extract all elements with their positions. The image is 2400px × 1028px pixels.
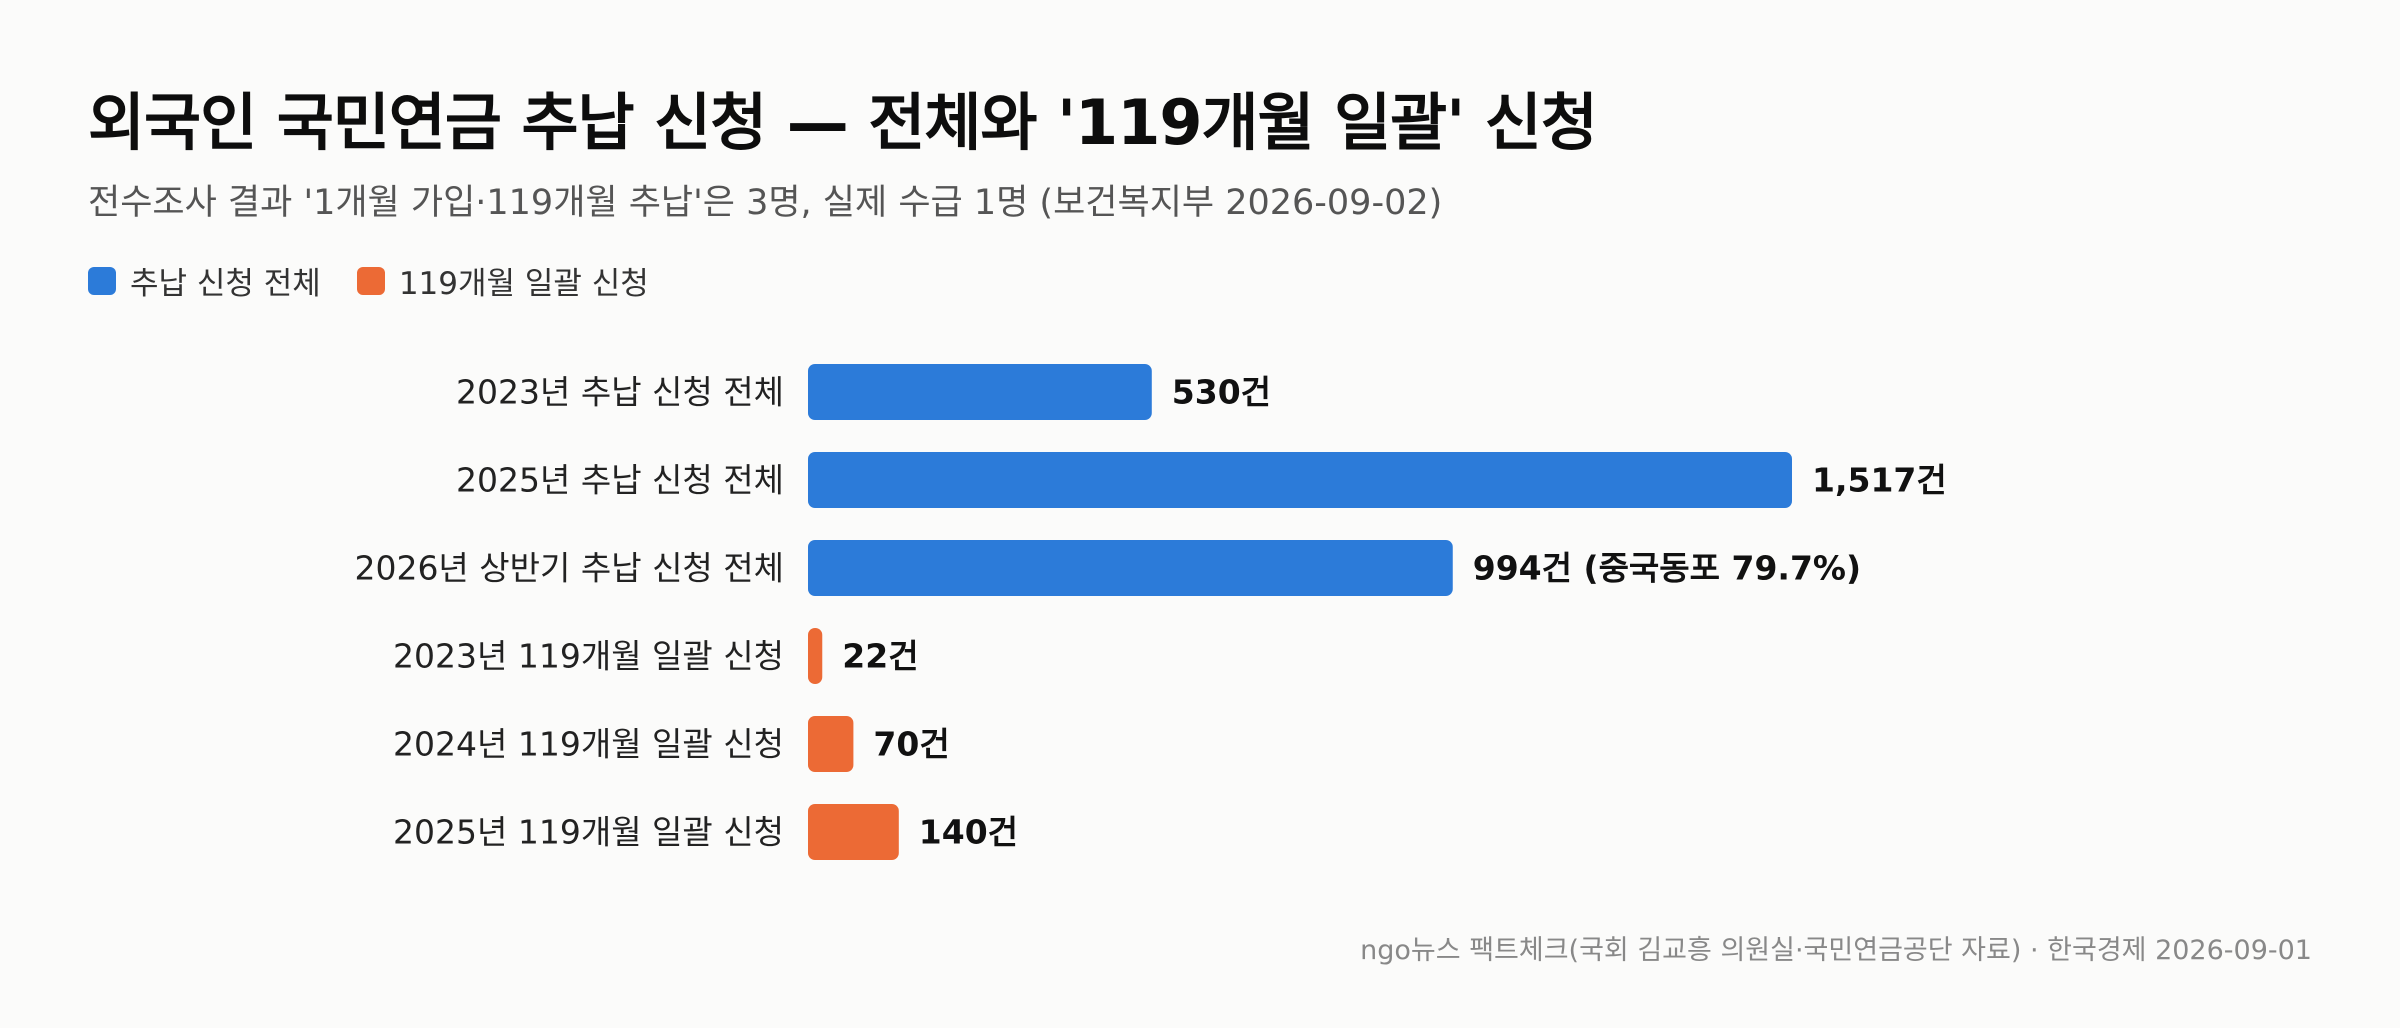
legend-label-total: 추납 신청 전체: [130, 266, 321, 302]
value-label: 530건: [1172, 373, 1271, 412]
bar: [808, 804, 899, 860]
value-label: 70건: [873, 725, 949, 764]
source-note: ngo뉴스 팩트체크(국회 김교흥 의원실·국민연금공단 자료) · 한국경제 …: [1360, 935, 2312, 966]
category-label: 2024년 119개월 일괄 신청: [393, 725, 784, 764]
bar: [808, 364, 1152, 420]
legend: 추납 신청 전체 119개월 일괄 신청: [88, 258, 685, 303]
chart-subtitle: 전수조사 결과 '1개월 가입·119개월 추납'은 3명, 실제 수급 1명 …: [88, 183, 1443, 223]
value-label: 22건: [842, 637, 918, 676]
legend-item-total: 추납 신청 전체: [88, 258, 321, 303]
bar: [808, 452, 1792, 508]
category-label: 2023년 119개월 일괄 신청: [393, 637, 784, 676]
value-label: 140건: [919, 813, 1018, 852]
value-label: 1,517건: [1812, 461, 1947, 500]
category-label: 2025년 추납 신청 전체: [456, 461, 784, 500]
category-label: 2025년 119개월 일괄 신청: [393, 813, 784, 852]
chart-title: 외국인 국민연금 추납 신청 — 전체와 '119개월 일괄' 신청: [88, 86, 1598, 159]
bar: [808, 540, 1453, 596]
category-label: 2023년 추납 신청 전체: [456, 373, 784, 412]
legend-swatch-119: [356, 266, 385, 295]
category-label: 2026년 상반기 추납 신청 전체: [354, 549, 784, 588]
bar: [808, 716, 854, 772]
value-label: 994건 (중국동포 79.7%): [1473, 549, 1861, 588]
bar: [808, 628, 823, 684]
legend-item-119: 119개월 일괄 신청: [356, 258, 649, 303]
legend-label-119: 119개월 일괄 신청: [398, 266, 649, 302]
legend-swatch-total: [88, 266, 116, 295]
